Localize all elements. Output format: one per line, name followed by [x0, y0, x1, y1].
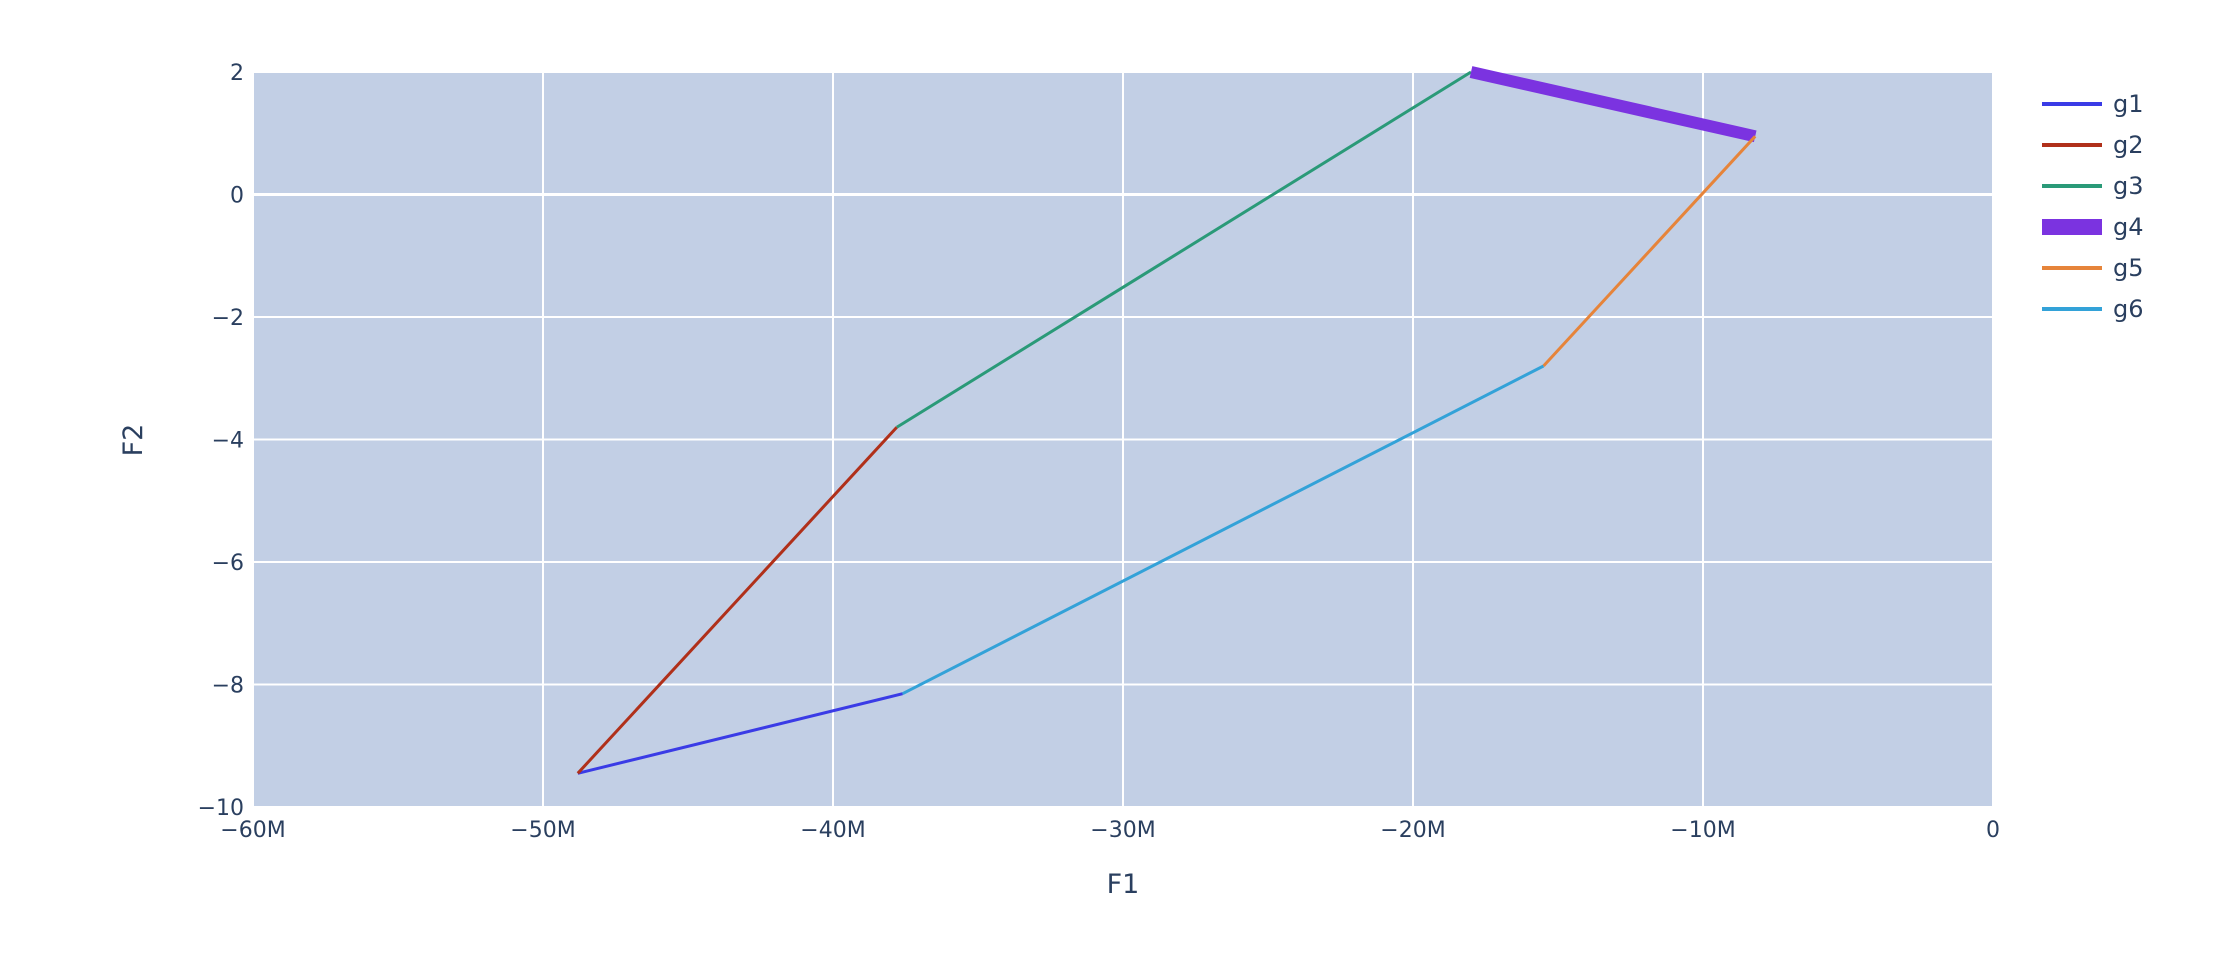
- x-tick-label: −10M: [1670, 818, 1735, 843]
- legend-item-g4[interactable]: g4: [2042, 213, 2144, 241]
- y-tick-label: −10: [198, 796, 244, 821]
- y-tick-label: −4: [212, 429, 244, 454]
- legend-label: g3: [2113, 172, 2144, 200]
- legend-label: g2: [2113, 131, 2144, 159]
- series-line-g4[interactable]: [1469, 66, 1757, 143]
- x-tick-label: −60M: [220, 818, 285, 843]
- legend-item-g6[interactable]: g6: [2042, 295, 2144, 323]
- legend-label: g4: [2113, 213, 2144, 241]
- series-line-g1[interactable]: [577, 692, 903, 775]
- y-tick-label: −2: [212, 306, 244, 331]
- series-lines: [576, 66, 1757, 775]
- x-tick-label: −20M: [1380, 818, 1445, 843]
- y-axis-ticks: 2 0 −2 −4 −6 −8 −10: [198, 61, 244, 821]
- x-tick-label: −30M: [1090, 818, 1155, 843]
- x-tick-label: 0: [1986, 818, 2000, 843]
- legend-item-g2[interactable]: g2: [2042, 131, 2144, 159]
- y-tick-label: 2: [230, 61, 244, 86]
- y-axis-title: F2: [118, 424, 149, 457]
- legend-label: g6: [2113, 295, 2144, 323]
- x-tick-label: −50M: [510, 818, 575, 843]
- grid: [252, 71, 1994, 808]
- x-axis-ticks: −60M −50M −40M −30M −20M −10M 0: [220, 818, 2000, 843]
- x-axis-title: F1: [1107, 869, 1140, 900]
- series-line-g3[interactable]: [896, 70, 1472, 429]
- legend-item-g5[interactable]: g5: [2042, 254, 2144, 282]
- series-line-g6[interactable]: [901, 364, 1545, 696]
- series-line-g2[interactable]: [576, 426, 898, 775]
- series-line-g5[interactable]: [1542, 135, 1757, 368]
- x-tick-label: −40M: [800, 818, 865, 843]
- legend[interactable]: g1 g2 g3 g4 g5 g6: [2042, 90, 2144, 323]
- y-tick-label: −8: [212, 674, 244, 699]
- legend-item-g3[interactable]: g3: [2042, 172, 2144, 200]
- y-tick-label: 0: [230, 184, 244, 209]
- legend-label: g5: [2113, 254, 2144, 282]
- y-tick-label: −6: [212, 551, 244, 576]
- legend-label: g1: [2113, 90, 2144, 118]
- legend-item-g1[interactable]: g1: [2042, 90, 2144, 118]
